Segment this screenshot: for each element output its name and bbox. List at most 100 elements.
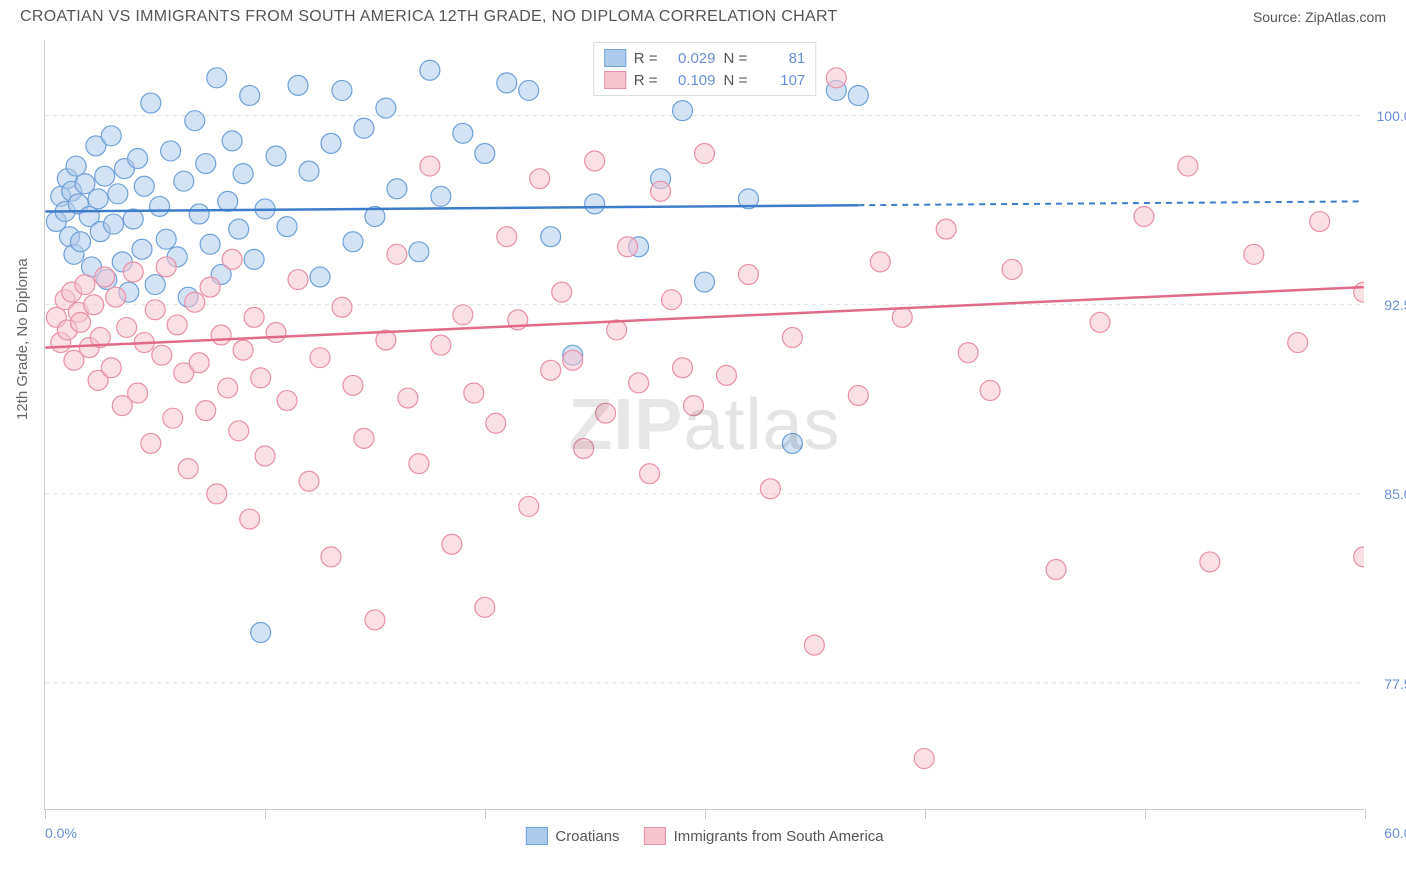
n-label: N =	[724, 50, 748, 67]
data-point	[233, 164, 253, 184]
data-point	[310, 348, 330, 368]
x-tick	[705, 809, 706, 819]
data-point	[108, 184, 128, 204]
data-point	[84, 295, 104, 315]
data-point	[101, 358, 121, 378]
data-point	[695, 272, 715, 292]
data-point	[1244, 244, 1264, 264]
data-point	[848, 85, 868, 105]
data-point	[398, 388, 418, 408]
data-point	[229, 421, 249, 441]
data-point	[980, 380, 1000, 400]
stats-legend: R = 0.029 N = 81 R = 0.109 N = 107	[593, 42, 817, 96]
data-point	[716, 365, 736, 385]
data-point	[244, 307, 264, 327]
data-point	[782, 328, 802, 348]
data-point	[71, 312, 91, 332]
data-point	[892, 307, 912, 327]
data-point	[541, 227, 561, 247]
data-point	[207, 484, 227, 504]
data-point	[651, 181, 671, 201]
data-point	[240, 85, 260, 105]
data-point	[117, 317, 137, 337]
r-label: R =	[634, 72, 658, 89]
data-point	[174, 171, 194, 191]
data-point	[585, 194, 605, 214]
n-value-south-america: 107	[755, 72, 805, 89]
data-point	[936, 219, 956, 239]
data-point	[332, 297, 352, 317]
data-point	[134, 176, 154, 196]
data-point	[145, 275, 165, 295]
data-point	[870, 252, 890, 272]
data-point	[354, 118, 374, 138]
legend-item-south-america: Immigrants from South America	[644, 827, 884, 845]
data-point	[88, 189, 108, 209]
legend-swatch-croatians	[525, 827, 547, 845]
data-point	[596, 403, 616, 423]
data-point	[75, 275, 95, 295]
data-point	[321, 133, 341, 153]
data-point	[365, 610, 385, 630]
series-legend: Croatians Immigrants from South America	[525, 827, 883, 845]
n-value-croatians: 81	[755, 50, 805, 67]
data-point	[128, 149, 148, 169]
data-point	[255, 446, 275, 466]
y-tick-label: 92.5%	[1384, 297, 1406, 313]
data-point	[387, 244, 407, 264]
y-axis-title: 12th Grade, No Diploma	[14, 258, 31, 420]
data-point	[453, 123, 473, 143]
data-point	[442, 534, 462, 554]
data-point	[66, 156, 86, 176]
data-point	[673, 101, 693, 121]
data-point	[150, 196, 170, 216]
data-point	[464, 383, 484, 403]
data-point	[163, 408, 183, 428]
x-tick	[1145, 809, 1146, 819]
x-tick	[1365, 809, 1366, 819]
legend-swatch-south-america	[644, 827, 666, 845]
data-point	[1178, 156, 1198, 176]
data-point	[662, 290, 682, 310]
data-point	[200, 234, 220, 254]
data-point	[618, 237, 638, 257]
data-point	[420, 156, 440, 176]
data-point	[804, 635, 824, 655]
r-label: R =	[634, 50, 658, 67]
data-point	[132, 239, 152, 259]
data-point	[958, 343, 978, 363]
legend-item-croatians: Croatians	[525, 827, 619, 845]
data-point	[574, 438, 594, 458]
data-point	[156, 229, 176, 249]
data-point	[1200, 552, 1220, 572]
data-point	[240, 509, 260, 529]
data-point	[200, 277, 220, 297]
data-point	[673, 358, 693, 378]
data-point	[475, 143, 495, 163]
swatch-south-america	[604, 71, 626, 89]
data-point	[196, 401, 216, 421]
data-point	[101, 126, 121, 146]
data-point	[218, 378, 238, 398]
x-tick	[485, 809, 486, 819]
trend-line-extrapolated	[858, 201, 1363, 205]
data-point	[266, 322, 286, 342]
data-point	[1090, 312, 1110, 332]
data-point	[196, 154, 216, 174]
data-point	[354, 428, 374, 448]
source-label: Source: ZipAtlas.com	[1253, 9, 1386, 25]
data-point	[233, 340, 253, 360]
data-point	[141, 433, 161, 453]
legend-label-south-america: Immigrants from South America	[674, 828, 884, 845]
plot-area: R = 0.029 N = 81 R = 0.109 N = 107 ZIPat…	[44, 40, 1364, 810]
data-point	[1134, 207, 1154, 227]
data-point	[563, 350, 583, 370]
data-point	[1288, 333, 1308, 353]
data-point	[128, 383, 148, 403]
data-point	[541, 360, 561, 380]
chart-title: CROATIAN VS IMMIGRANTS FROM SOUTH AMERIC…	[20, 8, 838, 26]
data-point	[629, 373, 649, 393]
data-point	[156, 257, 176, 277]
y-tick-label: 77.5%	[1384, 676, 1406, 692]
data-point	[1354, 282, 1364, 302]
